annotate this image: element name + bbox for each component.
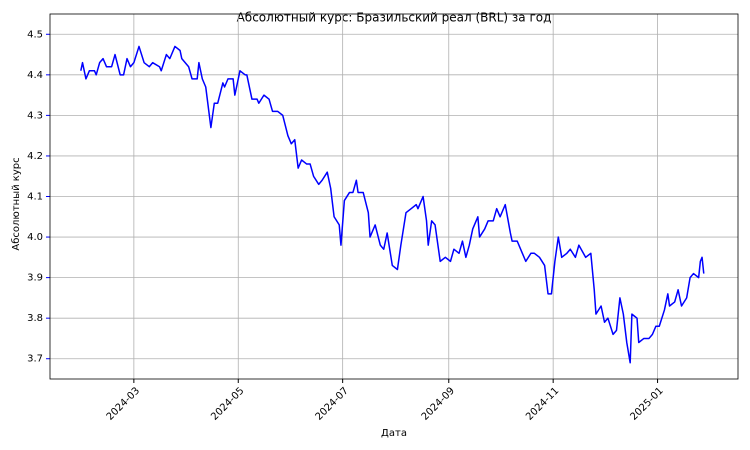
y-tick-label: 4.3 bbox=[27, 110, 43, 121]
line-series bbox=[80, 45, 705, 364]
y-axis-label: Абсолютный курс bbox=[11, 157, 22, 250]
y-tick-label: 4.4 bbox=[27, 70, 43, 81]
y-tick-label: 4.0 bbox=[27, 232, 43, 243]
y-tick-label: 3.9 bbox=[27, 273, 43, 284]
x-axis-label: Дата bbox=[381, 428, 407, 439]
y-tick-label: 3.8 bbox=[27, 313, 43, 324]
y-tick-label: 4.2 bbox=[27, 151, 43, 162]
plot-frame bbox=[49, 13, 739, 380]
y-tick-label: 4.1 bbox=[27, 192, 43, 203]
y-tick-label: 4.5 bbox=[27, 29, 43, 40]
chart-title: Абсолютный курс: Бразильский реал (BRL) … bbox=[237, 11, 552, 25]
y-tick-label: 3.7 bbox=[27, 354, 43, 365]
